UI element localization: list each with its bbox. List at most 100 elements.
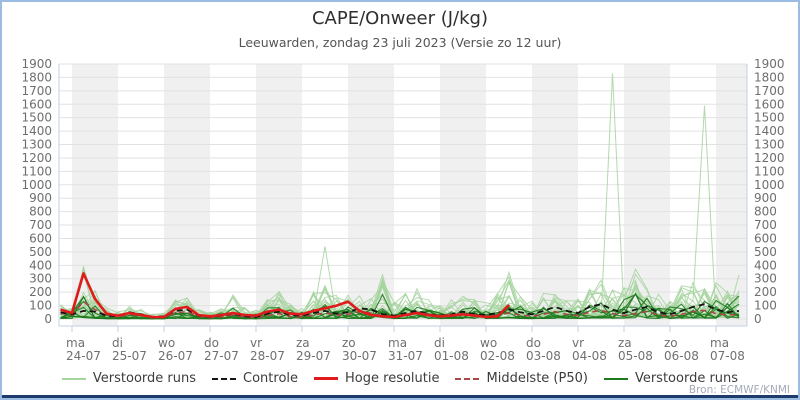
x-day-label: ma — [710, 336, 729, 350]
y-tick-label: 1100 — [21, 164, 52, 178]
day-bands — [72, 64, 747, 326]
legend-item-4: Verstoorde runs — [603, 371, 739, 386]
y-tick-label: 1400 — [21, 124, 52, 138]
y-tick-label: 1500 — [754, 111, 785, 125]
y-tick-label: 600 — [754, 231, 777, 245]
x-date-label: 28-07 — [250, 349, 285, 363]
y-tick-label: 700 — [29, 218, 52, 232]
x-date-label: 04-08 — [572, 349, 607, 363]
y-tick-label: 1900 — [21, 57, 52, 71]
x-date-label: 02-08 — [480, 349, 515, 363]
x-day-label: ma — [66, 336, 85, 350]
y-axis-right: 0100200300400500600700800900100011001200… — [754, 57, 785, 326]
y-tick-label: 900 — [29, 191, 52, 205]
x-day-label: di — [112, 336, 123, 350]
y-tick-label: 1800 — [21, 70, 52, 84]
legend-label: Verstoorde runs — [634, 371, 739, 386]
y-tick-label: 1600 — [21, 97, 52, 111]
legend-label: Hoge resolutie — [345, 371, 440, 386]
x-day-label: vr — [572, 336, 584, 350]
y-tick-label: 500 — [754, 245, 777, 259]
y-tick-label: 1000 — [21, 178, 52, 192]
y-tick-label: 800 — [29, 205, 52, 219]
x-date-label: 07-08 — [710, 349, 745, 363]
x-day-label: za — [618, 336, 632, 350]
plot-border — [58, 64, 748, 327]
x-day-label: za — [296, 336, 310, 350]
legend-item-1: Controle — [212, 371, 298, 386]
x-date-label: 24-07 — [66, 349, 101, 363]
legend-item-0: Verstoorde runs — [61, 371, 197, 386]
y-tick-label: 1800 — [754, 70, 785, 84]
y-tick-label: 600 — [29, 231, 52, 245]
x-day-label: do — [526, 336, 541, 350]
y-tick-label: 1500 — [21, 111, 52, 125]
y-tick-label: 300 — [754, 272, 777, 286]
x-day-label: ma — [388, 336, 407, 350]
y-tick-label: 100 — [29, 299, 52, 313]
legend-item-3: Middelste (P50) — [455, 371, 588, 386]
y-tick-label: 700 — [754, 218, 777, 232]
y-tick-label: 1100 — [754, 164, 785, 178]
y-tick-label: 1000 — [754, 178, 785, 192]
y-tick-label: 800 — [754, 205, 777, 219]
y-tick-label: 200 — [754, 285, 777, 299]
source-credit: Bron: ECMWF/KNMI — [688, 384, 790, 396]
cape-ensemble-plot: 0100200300400500600700800900100011001200… — [21, 57, 785, 363]
legend-label: Verstoorde runs — [92, 371, 197, 386]
x-date-label: 03-08 — [526, 349, 561, 363]
x-day-label: vr — [250, 336, 262, 350]
x-axis-labels: ma24-07di25-07wo26-07do27-07vr28-07za29-… — [66, 326, 745, 363]
y-tick-label: 1300 — [754, 138, 785, 152]
y-gridlines — [59, 63, 747, 320]
y-axis-left: 0100200300400500600700800900100011001200… — [21, 57, 52, 326]
legend-item-2: Hoge resolutie — [314, 371, 439, 386]
y-tick-label: 1900 — [754, 57, 785, 71]
legend-label: Middelste (P50) — [486, 371, 588, 386]
chart-title: CAPE/Onweer (J/kg) — [311, 8, 488, 29]
x-date-label: 30-07 — [342, 349, 377, 363]
x-day-label: zo — [342, 336, 356, 350]
legend-swatch-line-icon — [314, 377, 339, 380]
x-date-label: 01-08 — [434, 349, 469, 363]
y-tick-label: 200 — [29, 285, 52, 299]
x-date-label: 06-08 — [664, 349, 699, 363]
y-tick-label: 1200 — [754, 151, 785, 165]
chart-legend: Verstoorde runs Controle Hoge resolutie Mid… — [2, 371, 798, 386]
legend-swatch-line-icon — [603, 377, 628, 380]
y-tick-label: 1400 — [754, 124, 785, 138]
x-day-label: do — [204, 336, 219, 350]
y-tick-label: 1300 — [21, 138, 52, 152]
y-tick-label: 1200 — [21, 151, 52, 165]
x-date-label: 29-07 — [296, 349, 331, 363]
y-tick-label: 500 — [29, 245, 52, 259]
high-resolution-line — [60, 272, 510, 319]
y-tick-label: 1600 — [754, 97, 785, 111]
legend-swatch-line-icon — [61, 377, 86, 380]
y-tick-label: 400 — [29, 258, 52, 272]
legend-label: Controle — [243, 371, 299, 386]
y-tick-label: 1700 — [21, 84, 52, 98]
chart-subtitle: Leeuwarden, zondag 23 juli 2023 (Versie … — [238, 35, 562, 50]
y-tick-label: 100 — [754, 299, 777, 313]
legend-swatch-dashed-icon — [212, 377, 237, 380]
control-run-line — [60, 303, 740, 318]
y-tick-label: 0 — [754, 312, 762, 326]
x-date-label: 27-07 — [204, 349, 239, 363]
y-tick-label: 900 — [754, 191, 777, 205]
x-date-label: 26-07 — [158, 349, 193, 363]
y-tick-label: 1700 — [754, 84, 785, 98]
y-tick-label: 300 — [29, 272, 52, 286]
x-date-label: 31-07 — [388, 349, 423, 363]
x-day-label: wo — [158, 336, 175, 350]
x-date-label: 05-08 — [618, 349, 653, 363]
x-day-label: wo — [480, 336, 497, 350]
y-tick-label: 0 — [44, 312, 52, 326]
legend-swatch-dashed-icon — [455, 377, 480, 380]
x-day-label: zo — [664, 336, 678, 350]
bottom-border-bar — [2, 395, 798, 398]
x-day-label: di — [434, 336, 445, 350]
y-tick-label: 400 — [754, 258, 777, 272]
x-date-label: 25-07 — [112, 349, 147, 363]
